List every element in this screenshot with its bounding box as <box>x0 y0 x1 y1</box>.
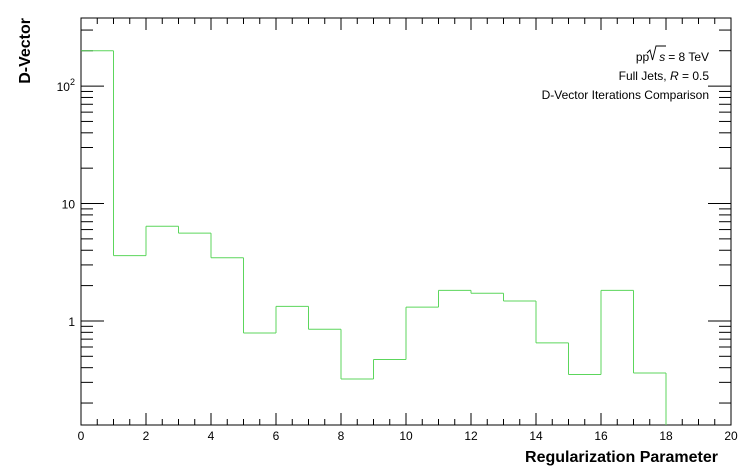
x-tick-label: 2 <box>143 429 150 443</box>
x-axis-title: Regularization Parameter <box>525 449 718 466</box>
x-tick-label: 10 <box>399 429 413 443</box>
annotation-jets: Full Jets, R = 0.5 <box>619 69 710 83</box>
y-axis-title: D-Vector <box>17 18 34 84</box>
annotation-title: D-Vector Iterations Comparison <box>542 88 709 102</box>
x-tick-label: 16 <box>594 429 608 443</box>
x-tick-label: 4 <box>208 429 215 443</box>
series-d-vector <box>81 50 667 425</box>
x-tick-label: 6 <box>273 429 280 443</box>
annotation-energy: pp s = 8 TeV <box>636 50 709 64</box>
sqrt-symbol <box>646 45 666 61</box>
x-tick-label: 18 <box>659 429 673 443</box>
x-tick-label: 20 <box>724 429 738 443</box>
x-tick-label: 0 <box>78 429 85 443</box>
y-tick-label: 10 <box>62 198 76 212</box>
y-tick-label: 102 <box>57 77 75 94</box>
x-tick-label: 14 <box>529 429 543 443</box>
x-tick-label: 8 <box>338 429 345 443</box>
x-tick-label: 12 <box>464 429 478 443</box>
annotation-block: pp s = 8 TeV Full Jets, R = 0.5 D-Vector I… <box>542 45 710 102</box>
y-tick-label: 1 <box>68 315 75 329</box>
